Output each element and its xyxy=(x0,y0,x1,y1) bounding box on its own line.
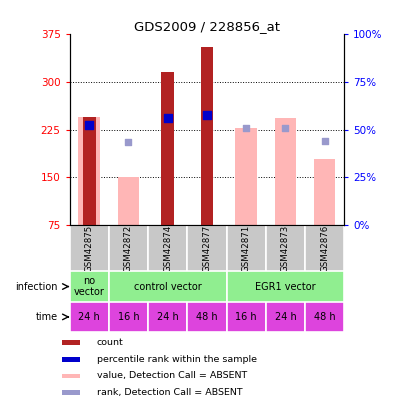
Text: infection: infection xyxy=(15,281,58,292)
Text: GSM42875: GSM42875 xyxy=(85,224,94,272)
Bar xyxy=(118,177,139,225)
Text: 24 h: 24 h xyxy=(275,312,296,322)
Point xyxy=(243,124,250,131)
Text: control vector: control vector xyxy=(134,281,202,292)
Bar xyxy=(266,225,305,271)
Bar xyxy=(275,118,296,225)
Text: 24 h: 24 h xyxy=(78,312,100,322)
Text: 16 h: 16 h xyxy=(118,312,139,322)
Text: percentile rank within the sample: percentile rank within the sample xyxy=(97,355,257,364)
Bar xyxy=(109,225,148,271)
Text: 48 h: 48 h xyxy=(196,312,218,322)
Bar xyxy=(62,373,80,378)
Text: 48 h: 48 h xyxy=(314,312,336,322)
Point xyxy=(322,138,328,144)
Bar xyxy=(148,225,187,271)
Bar xyxy=(70,271,109,302)
Point xyxy=(125,139,132,145)
Text: no
vector: no vector xyxy=(74,276,105,297)
Bar xyxy=(187,225,226,271)
Text: GSM42874: GSM42874 xyxy=(163,224,172,272)
Bar xyxy=(70,302,109,332)
Bar xyxy=(162,72,174,225)
Text: GSM42872: GSM42872 xyxy=(124,224,133,272)
Text: 16 h: 16 h xyxy=(235,312,257,322)
Text: value, Detection Call = ABSENT: value, Detection Call = ABSENT xyxy=(97,371,247,380)
Text: rank, Detection Call = ABSENT: rank, Detection Call = ABSENT xyxy=(97,388,242,397)
Bar xyxy=(148,302,187,332)
Text: GSM42876: GSM42876 xyxy=(320,224,329,272)
Text: count: count xyxy=(97,338,124,347)
Text: time: time xyxy=(35,312,58,322)
Bar xyxy=(109,271,226,302)
Point xyxy=(164,115,171,122)
Bar xyxy=(235,128,257,225)
Bar xyxy=(266,302,305,332)
Bar xyxy=(70,225,109,271)
Text: EGR1 vector: EGR1 vector xyxy=(255,281,316,292)
Bar xyxy=(305,302,344,332)
Bar xyxy=(187,302,226,332)
Text: GSM42877: GSM42877 xyxy=(203,224,211,272)
Bar xyxy=(62,357,80,362)
Bar xyxy=(314,160,336,225)
Text: 24 h: 24 h xyxy=(157,312,179,322)
Point xyxy=(86,122,92,128)
Point xyxy=(204,112,210,118)
Bar xyxy=(305,225,344,271)
Bar xyxy=(62,340,80,345)
Point xyxy=(282,124,289,131)
Bar xyxy=(201,47,213,225)
Bar xyxy=(78,117,100,225)
Bar xyxy=(226,302,266,332)
Text: GSM42871: GSM42871 xyxy=(242,224,251,272)
Bar xyxy=(226,225,266,271)
Bar xyxy=(109,302,148,332)
Bar xyxy=(83,117,96,225)
Text: GSM42873: GSM42873 xyxy=(281,224,290,272)
Title: GDS2009 / 228856_at: GDS2009 / 228856_at xyxy=(134,20,280,33)
Bar xyxy=(62,390,80,395)
Bar xyxy=(226,271,344,302)
